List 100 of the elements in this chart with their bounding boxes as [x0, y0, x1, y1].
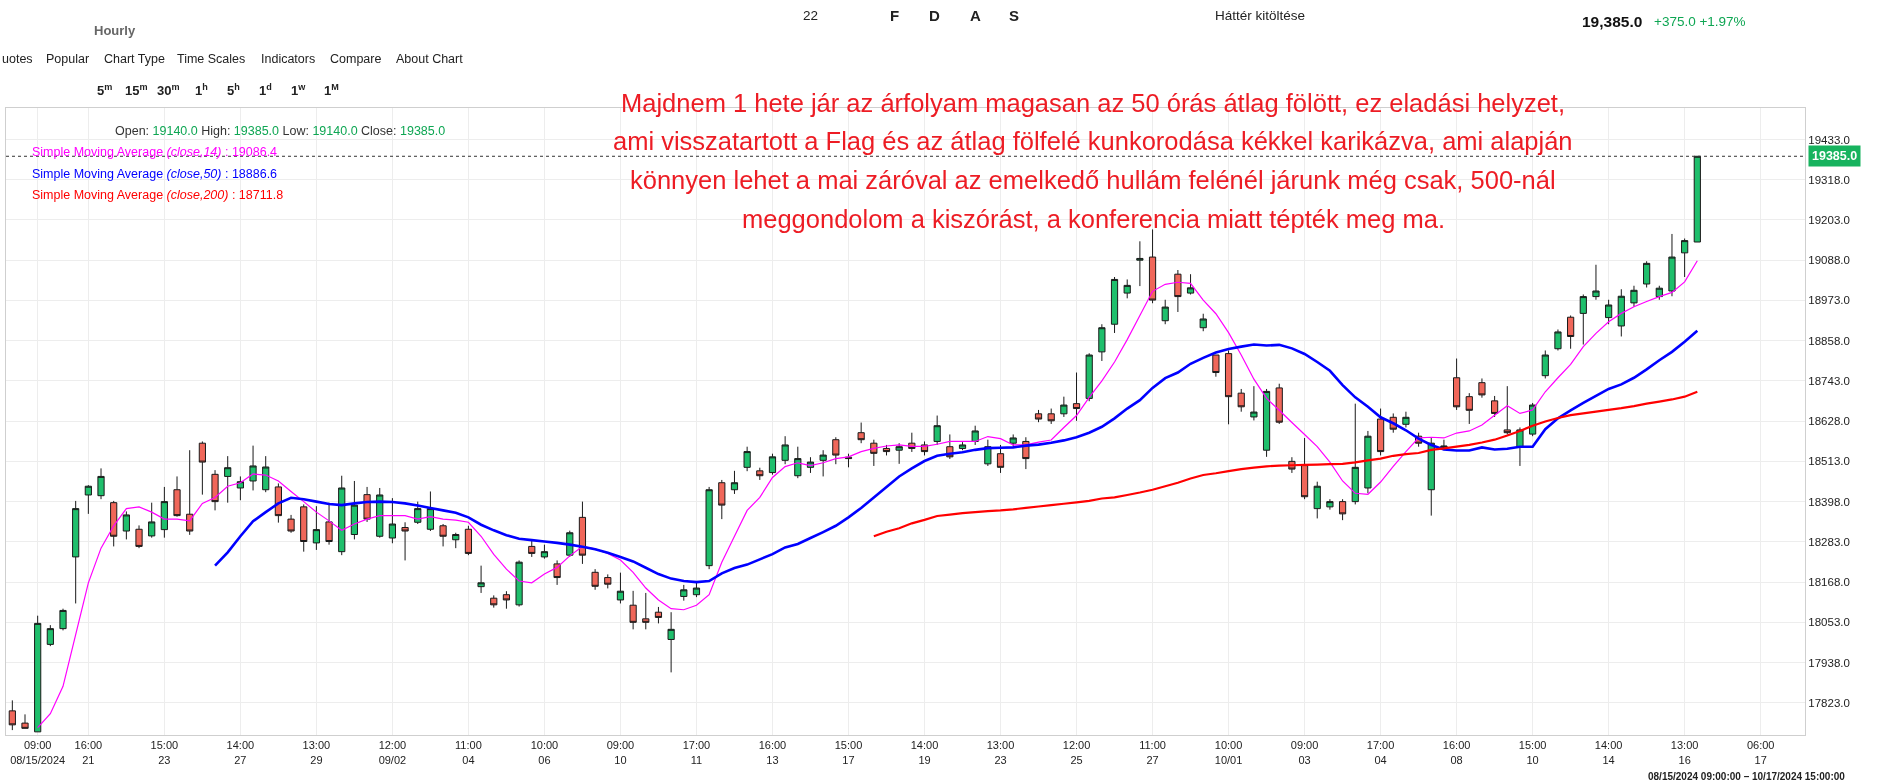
candlestick	[1300, 437, 1309, 500]
ref-line-label: 19385.0	[1812, 149, 1858, 163]
candlestick	[515, 559, 523, 608]
candlestick	[1592, 264, 1600, 301]
candlestick	[59, 608, 67, 631]
text: 08/15/2024 09:00:00 – 10/17/2024 15:00:00	[1648, 771, 1846, 781]
candlestick	[1693, 155, 1701, 243]
text: Simple Moving Average (close,14) : 19086.4	[32, 145, 278, 159]
candlestick	[1427, 437, 1435, 517]
y-tick-label: 18283.0	[1808, 535, 1850, 548]
candlestick	[198, 440, 206, 496]
candlestick	[1338, 498, 1347, 521]
candlestick	[1199, 313, 1207, 332]
text: F	[890, 7, 900, 24]
candlestick	[629, 590, 637, 630]
x-tick-label: 09:00 08/15/2024	[10, 739, 66, 766]
text: +375.0 +1.97%	[1654, 14, 1746, 29]
text: Popular	[46, 52, 90, 66]
text: S	[1009, 7, 1020, 24]
text: 1$^{w}$	[291, 82, 307, 99]
x-tick-label: 16:00 21	[74, 739, 103, 766]
candlestick	[300, 503, 308, 553]
candlestick	[895, 442, 903, 465]
candlestick	[46, 624, 54, 647]
x-tick-label: 10:00 06	[530, 739, 559, 766]
line-series	[213, 329, 1699, 584]
y-tick-label: 18743.0	[1808, 374, 1850, 387]
x-tick-label: 15:00 17	[834, 739, 863, 766]
text: 5$^{m}$	[97, 82, 113, 99]
candlestick	[528, 538, 536, 558]
candlestick	[186, 449, 194, 536]
candlestick	[591, 568, 599, 591]
candlestick	[692, 582, 701, 598]
y-tick-label: 18513.0	[1808, 455, 1850, 468]
text: 1$^{d}$	[259, 82, 272, 99]
candlestick	[1503, 385, 1511, 435]
text: 1$^{h}$	[195, 82, 208, 99]
y-tick-label: 18973.0	[1808, 294, 1850, 307]
x-tick-label: 14:00 14	[1594, 739, 1623, 766]
candlestick	[287, 514, 295, 534]
text: Time Scales	[177, 52, 246, 66]
candlestick	[1275, 383, 1283, 425]
candlestick	[1072, 372, 1081, 422]
candlestick	[8, 699, 16, 731]
text: Indicators	[261, 52, 316, 66]
text: About Chart	[396, 52, 464, 66]
y-tick-label: 18858.0	[1808, 334, 1850, 347]
candlestick	[350, 480, 358, 540]
candlestick	[1085, 352, 1093, 402]
candlestick	[1668, 233, 1676, 297]
x-tick-label: 13:00 16	[1670, 739, 1699, 766]
candlestick	[1605, 299, 1613, 325]
candlestick	[1567, 314, 1575, 350]
candlestick	[224, 455, 232, 504]
candlestick	[401, 521, 409, 561]
candlestick	[160, 486, 168, 539]
x-tick-label: 16:00 13	[758, 739, 787, 766]
candlestick	[680, 584, 688, 602]
candlestick	[743, 446, 751, 472]
candlestick	[249, 445, 257, 491]
text: 15$^{m}$	[125, 82, 148, 99]
chart-subtitle: Hourly	[94, 23, 136, 38]
text: 1$^{M}$	[324, 82, 339, 99]
candlestick	[135, 524, 143, 549]
candlestick	[616, 572, 625, 604]
x-tick-label: 16:00 08	[1442, 739, 1471, 766]
candlestick	[1224, 349, 1233, 425]
candlestick	[363, 486, 371, 523]
candlestick	[1681, 238, 1689, 278]
x-tick-label: 13:00 29	[302, 739, 331, 766]
candlestick	[338, 475, 346, 556]
y-tick-label: 19203.0	[1808, 213, 1850, 226]
candlestick	[933, 415, 941, 446]
y-tick-label: 19088.0	[1808, 254, 1850, 267]
candlestick	[452, 532, 460, 549]
candlestick	[1237, 388, 1245, 413]
text: 22	[803, 8, 819, 23]
candlestick	[173, 475, 181, 518]
x-tick-label: 17:00 11	[682, 739, 711, 766]
y-tick-label: 17823.0	[1808, 696, 1850, 709]
candlestick	[642, 592, 650, 630]
x-tick-label: 09:00 10	[606, 739, 635, 766]
text: Simple Moving Average (close,200) : 18711.8	[32, 188, 284, 202]
y-tick-label: 18628.0	[1808, 415, 1850, 428]
candlestick	[1478, 377, 1486, 399]
text: 19,385.0	[1582, 13, 1643, 30]
candlestick	[148, 502, 156, 539]
candlestick	[1212, 354, 1220, 378]
text: D	[929, 7, 940, 24]
y-tick-label: 19318.0	[1808, 173, 1850, 186]
x-tick-label: 15:00 23	[150, 739, 179, 766]
text: 5$^{h}$	[227, 82, 240, 99]
text: Chart Type	[104, 52, 165, 66]
candlestick	[122, 510, 130, 540]
candlestick	[464, 525, 473, 556]
candlestick	[654, 606, 663, 624]
x-tick-label: 15:00 10	[1518, 739, 1547, 766]
annotation: Open: 19140.0 High: 19385.0 Low: 19140.0 Close: 19385.0	[115, 124, 446, 138]
candlestick	[1098, 323, 1106, 362]
candlestick	[667, 611, 675, 673]
